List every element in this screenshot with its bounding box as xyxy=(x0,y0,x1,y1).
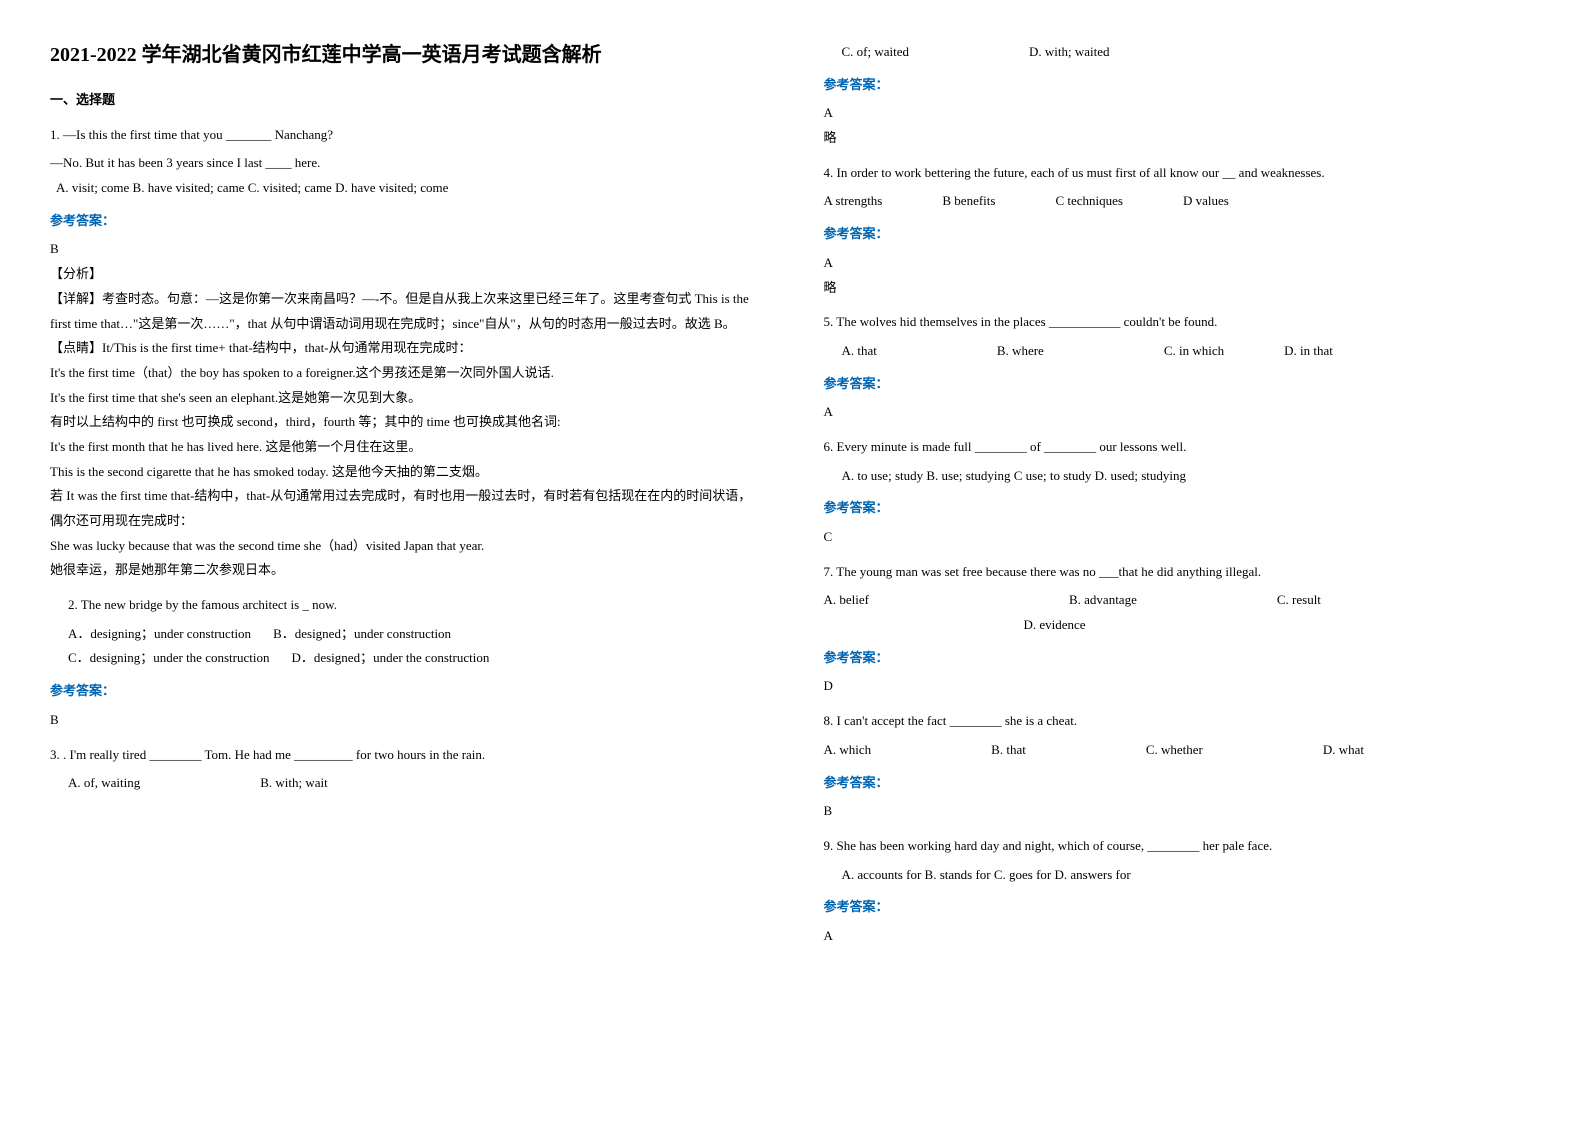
q3-stem: 3. . I'm really tired ________ Tom. He h… xyxy=(50,743,764,768)
answer-label: 参考答案： xyxy=(824,496,1538,521)
answer-label: 参考答案： xyxy=(50,209,764,234)
q1-d7: 若 It was the first time that-结构中，that-从句… xyxy=(50,484,764,533)
q2-optB: B．designed；under construction xyxy=(273,626,451,641)
q5-optD: D. in that xyxy=(1284,343,1333,358)
analysis-label: 【分析】 xyxy=(50,262,764,287)
q2-optD: D．designed；under the construction xyxy=(291,650,489,665)
answer-label: 参考答案： xyxy=(824,222,1538,247)
q8-optA: A. which xyxy=(824,742,872,757)
q1-detail: 【详解】考查时态。句意：—这是你第一次来南昌吗？—-不。但是自从我上次来这里已经… xyxy=(50,287,764,336)
q4-stem: 4. In order to work bettering the future… xyxy=(824,161,1538,186)
q6-answer: C xyxy=(824,525,1538,550)
q1-line2: —No. But it has been 3 years since I las… xyxy=(50,151,764,176)
q3-answer: A xyxy=(824,101,1538,126)
q1-diansi: 【点睛】It/This is the first time+ that-结构中，… xyxy=(50,336,764,361)
q5-optB: B. where xyxy=(997,343,1044,358)
q3-optD: D. with; waited xyxy=(1029,44,1110,59)
q3-opt-row1: A. of, waiting B. with; wait xyxy=(68,771,764,796)
detail-label: 【详解】 xyxy=(50,291,102,306)
answer-label: 参考答案： xyxy=(824,771,1538,796)
q1-d9: 她很幸运，那是她那年第二次参观日本。 xyxy=(50,558,764,583)
q6-opts: A. to use; study B. use; studying C use;… xyxy=(842,464,1538,489)
q7-optA: A. belief xyxy=(824,592,869,607)
diansi-label: 【点睛】 xyxy=(50,340,102,355)
q1-d3: It's the first time that she's seen an e… xyxy=(50,386,764,411)
q9-stem: 9. She has been working hard day and nig… xyxy=(824,834,1538,859)
section-header-1: 一、选择题 xyxy=(50,88,764,113)
q5-optA: A. that xyxy=(842,343,877,358)
q1-d8: She was lucky because that was the secon… xyxy=(50,534,764,559)
q2-optA: A．designing；under construction xyxy=(68,626,251,641)
q5-stem: 5. The wolves hid themselves in the plac… xyxy=(824,310,1538,335)
q4-optC: C techniques xyxy=(1055,193,1123,208)
q4-optA: A strengths xyxy=(824,193,883,208)
q2-opt-row1: A．designing；under construction B．designed… xyxy=(68,622,764,647)
q8-optD: D. what xyxy=(1323,742,1364,757)
q1-line1: 1. —Is this the first time that you ____… xyxy=(50,123,764,148)
q2-opt-row2: C．designing；under the construction D．desi… xyxy=(68,646,764,671)
q8-stem: 8. I can't accept the fact ________ she … xyxy=(824,709,1538,734)
q1-d6: This is the second cigarette that he has… xyxy=(50,460,764,485)
q7-opt-row1: A. belief B. advantage C. result xyxy=(824,588,1538,613)
q5-opts: A. that B. where C. in which D. in that xyxy=(842,339,1538,364)
document-title: 2021-2022 学年湖北省黄冈市红莲中学高一英语月考试题含解析 xyxy=(50,40,764,70)
q8-answer: B xyxy=(824,799,1538,824)
q7-optD: D. evidence xyxy=(824,613,1538,638)
q8-opts: A. which B. that C. whether D. what xyxy=(824,738,1538,763)
left-column: 2021-2022 学年湖北省黄冈市红莲中学高一英语月考试题含解析 一、选择题 … xyxy=(50,40,764,949)
q4-opts: A strengths B benefits C techniques D value… xyxy=(824,189,1538,214)
q1-explain: 考查时态。句意：—这是你第一次来南昌吗？—-不。但是自从我上次来这里已经三年了。… xyxy=(50,291,749,331)
q4-answer: A xyxy=(824,251,1538,276)
q9-opts: A. accounts for B. stands for C. goes fo… xyxy=(842,863,1538,888)
right-column: C. of; waited D. with; waited 参考答案： A 略 4… xyxy=(824,40,1538,949)
answer-label: 参考答案： xyxy=(824,646,1538,671)
page: 2021-2022 学年湖北省黄冈市红莲中学高一英语月考试题含解析 一、选择题 … xyxy=(50,40,1537,949)
q1-d1: It/This is the first time+ that-结构中，that… xyxy=(102,340,472,355)
q7-stem: 7. The young man was set free because th… xyxy=(824,560,1538,585)
q2-stem: 2. The new bridge by the famous architec… xyxy=(68,593,764,618)
q2-answer: B xyxy=(50,708,764,733)
answer-label: 参考答案： xyxy=(824,895,1538,920)
q5-optC: C. in which xyxy=(1164,343,1224,358)
q7-optB: B. advantage xyxy=(1069,592,1137,607)
q8-optB: B. that xyxy=(991,742,1026,757)
q5-answer: A xyxy=(824,400,1538,425)
q1-options: A. visit; come B. have visited; came C. … xyxy=(56,176,764,201)
q1-d4: 有时以上结构中的 first 也可换成 second，third，fourth … xyxy=(50,410,764,435)
q7-answer: D xyxy=(824,674,1538,699)
answer-label: 参考答案： xyxy=(824,73,1538,98)
q6-stem: 6. Every minute is made full ________ of… xyxy=(824,435,1538,460)
answer-label: 参考答案： xyxy=(50,679,764,704)
q3-optA: A. of, waiting xyxy=(68,775,140,790)
q2-optC: C．designing；under the construction xyxy=(68,650,269,665)
q1-answer: B xyxy=(50,237,764,262)
q7-optC: C. result xyxy=(1277,592,1321,607)
q9-answer: A xyxy=(824,924,1538,949)
q1-d2: It's the first time（that）the boy has spo… xyxy=(50,361,764,386)
q4-after: 略 xyxy=(824,276,1538,301)
answer-label: 参考答案： xyxy=(824,372,1538,397)
q8-optC: C. whether xyxy=(1146,742,1203,757)
q1-d5: It's the first month that he has lived h… xyxy=(50,435,764,460)
q3-opt-row2: C. of; waited D. with; waited xyxy=(842,40,1538,65)
q3-optC: C. of; waited xyxy=(842,44,910,59)
q4-optD: D values xyxy=(1183,193,1229,208)
q3-optB: B. with; wait xyxy=(260,775,328,790)
q4-optB: B benefits xyxy=(942,193,995,208)
q3-after: 略 xyxy=(824,126,1538,151)
